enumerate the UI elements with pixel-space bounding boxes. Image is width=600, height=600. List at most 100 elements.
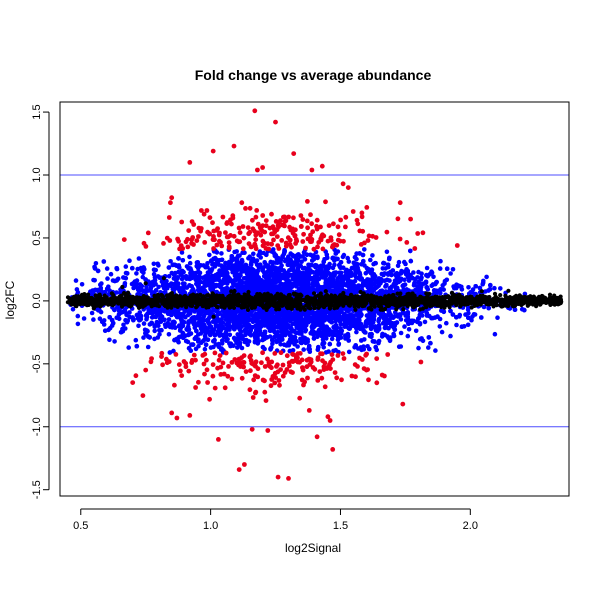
data-point xyxy=(347,268,353,274)
data-point xyxy=(135,266,140,272)
data-point xyxy=(360,252,366,258)
data-point xyxy=(141,265,146,270)
data-point xyxy=(469,290,475,295)
data-point xyxy=(152,328,157,334)
data-point xyxy=(243,275,249,281)
data-point xyxy=(91,277,96,283)
data-point xyxy=(370,253,375,258)
data-point xyxy=(288,261,294,267)
data-point xyxy=(91,317,96,322)
data-point xyxy=(127,310,132,315)
data-point xyxy=(210,328,215,333)
data-point xyxy=(212,338,217,344)
data-point xyxy=(376,338,382,344)
data-point xyxy=(198,331,204,336)
data-point xyxy=(439,329,445,335)
data-point xyxy=(154,307,160,313)
data-point xyxy=(181,282,187,287)
data-point xyxy=(196,280,202,286)
data-point xyxy=(146,307,151,313)
data-point xyxy=(386,264,391,270)
data-point xyxy=(327,264,332,269)
data-point xyxy=(101,259,107,264)
data-point xyxy=(346,349,352,355)
data-point xyxy=(417,321,423,326)
data-point xyxy=(176,334,182,340)
data-point xyxy=(205,261,210,266)
data-point xyxy=(219,257,225,263)
data-point xyxy=(318,264,324,270)
data-point xyxy=(203,342,209,348)
data-point xyxy=(381,272,386,278)
data-point xyxy=(295,344,300,349)
data-point xyxy=(202,274,208,280)
data-point xyxy=(213,282,219,288)
data-point xyxy=(213,323,219,329)
data-point xyxy=(73,278,79,283)
data-point xyxy=(333,251,339,256)
data-point xyxy=(386,335,391,341)
data-point xyxy=(123,317,128,323)
data-point xyxy=(293,279,298,285)
data-point xyxy=(134,281,139,287)
data-point xyxy=(311,253,316,258)
data-point xyxy=(498,286,503,291)
data-point xyxy=(382,325,388,331)
data-point xyxy=(222,273,227,279)
data-point xyxy=(268,346,273,352)
data-point xyxy=(219,317,224,322)
data-point xyxy=(278,260,283,265)
data-point xyxy=(274,339,279,345)
data-point xyxy=(172,337,177,343)
data-point xyxy=(327,313,333,318)
data-point xyxy=(372,339,377,344)
data-point xyxy=(442,281,447,286)
data-point xyxy=(402,282,408,287)
data-point xyxy=(200,338,206,344)
data-point xyxy=(408,258,414,264)
data-point xyxy=(284,317,290,322)
data-point xyxy=(186,345,192,351)
data-point xyxy=(346,259,352,264)
data-point xyxy=(241,318,247,324)
data-point xyxy=(255,318,261,324)
data-point xyxy=(108,271,114,277)
data-point xyxy=(127,314,132,320)
data-point xyxy=(409,318,415,324)
data-point xyxy=(136,256,142,261)
data-point xyxy=(142,327,148,333)
data-point xyxy=(479,315,484,320)
data-point xyxy=(302,265,308,271)
data-point xyxy=(287,268,292,273)
data-point xyxy=(205,337,211,343)
data-point xyxy=(190,342,196,347)
data-point xyxy=(180,287,186,292)
data-point xyxy=(302,326,308,331)
data-point xyxy=(207,324,212,329)
data-point xyxy=(179,319,185,325)
data-point xyxy=(390,268,396,273)
data-point xyxy=(426,345,431,350)
data-point xyxy=(398,330,404,336)
data-point xyxy=(354,270,359,275)
data-point xyxy=(488,282,493,288)
data-point xyxy=(364,313,370,318)
data-point xyxy=(327,318,333,324)
data-point xyxy=(235,323,241,328)
data-point xyxy=(327,341,333,347)
data-point xyxy=(484,274,489,280)
data-point xyxy=(95,268,101,274)
data-point xyxy=(134,271,139,276)
data-point xyxy=(157,332,162,337)
data-point xyxy=(376,318,381,324)
data-point xyxy=(118,329,124,335)
data-point xyxy=(303,318,309,324)
data-point xyxy=(238,260,243,266)
data-point xyxy=(151,261,157,267)
data-point xyxy=(419,271,424,277)
data-point xyxy=(413,328,419,334)
data-point xyxy=(256,264,262,269)
data-point xyxy=(383,313,388,318)
data-point xyxy=(291,253,296,259)
data-point xyxy=(277,313,282,319)
